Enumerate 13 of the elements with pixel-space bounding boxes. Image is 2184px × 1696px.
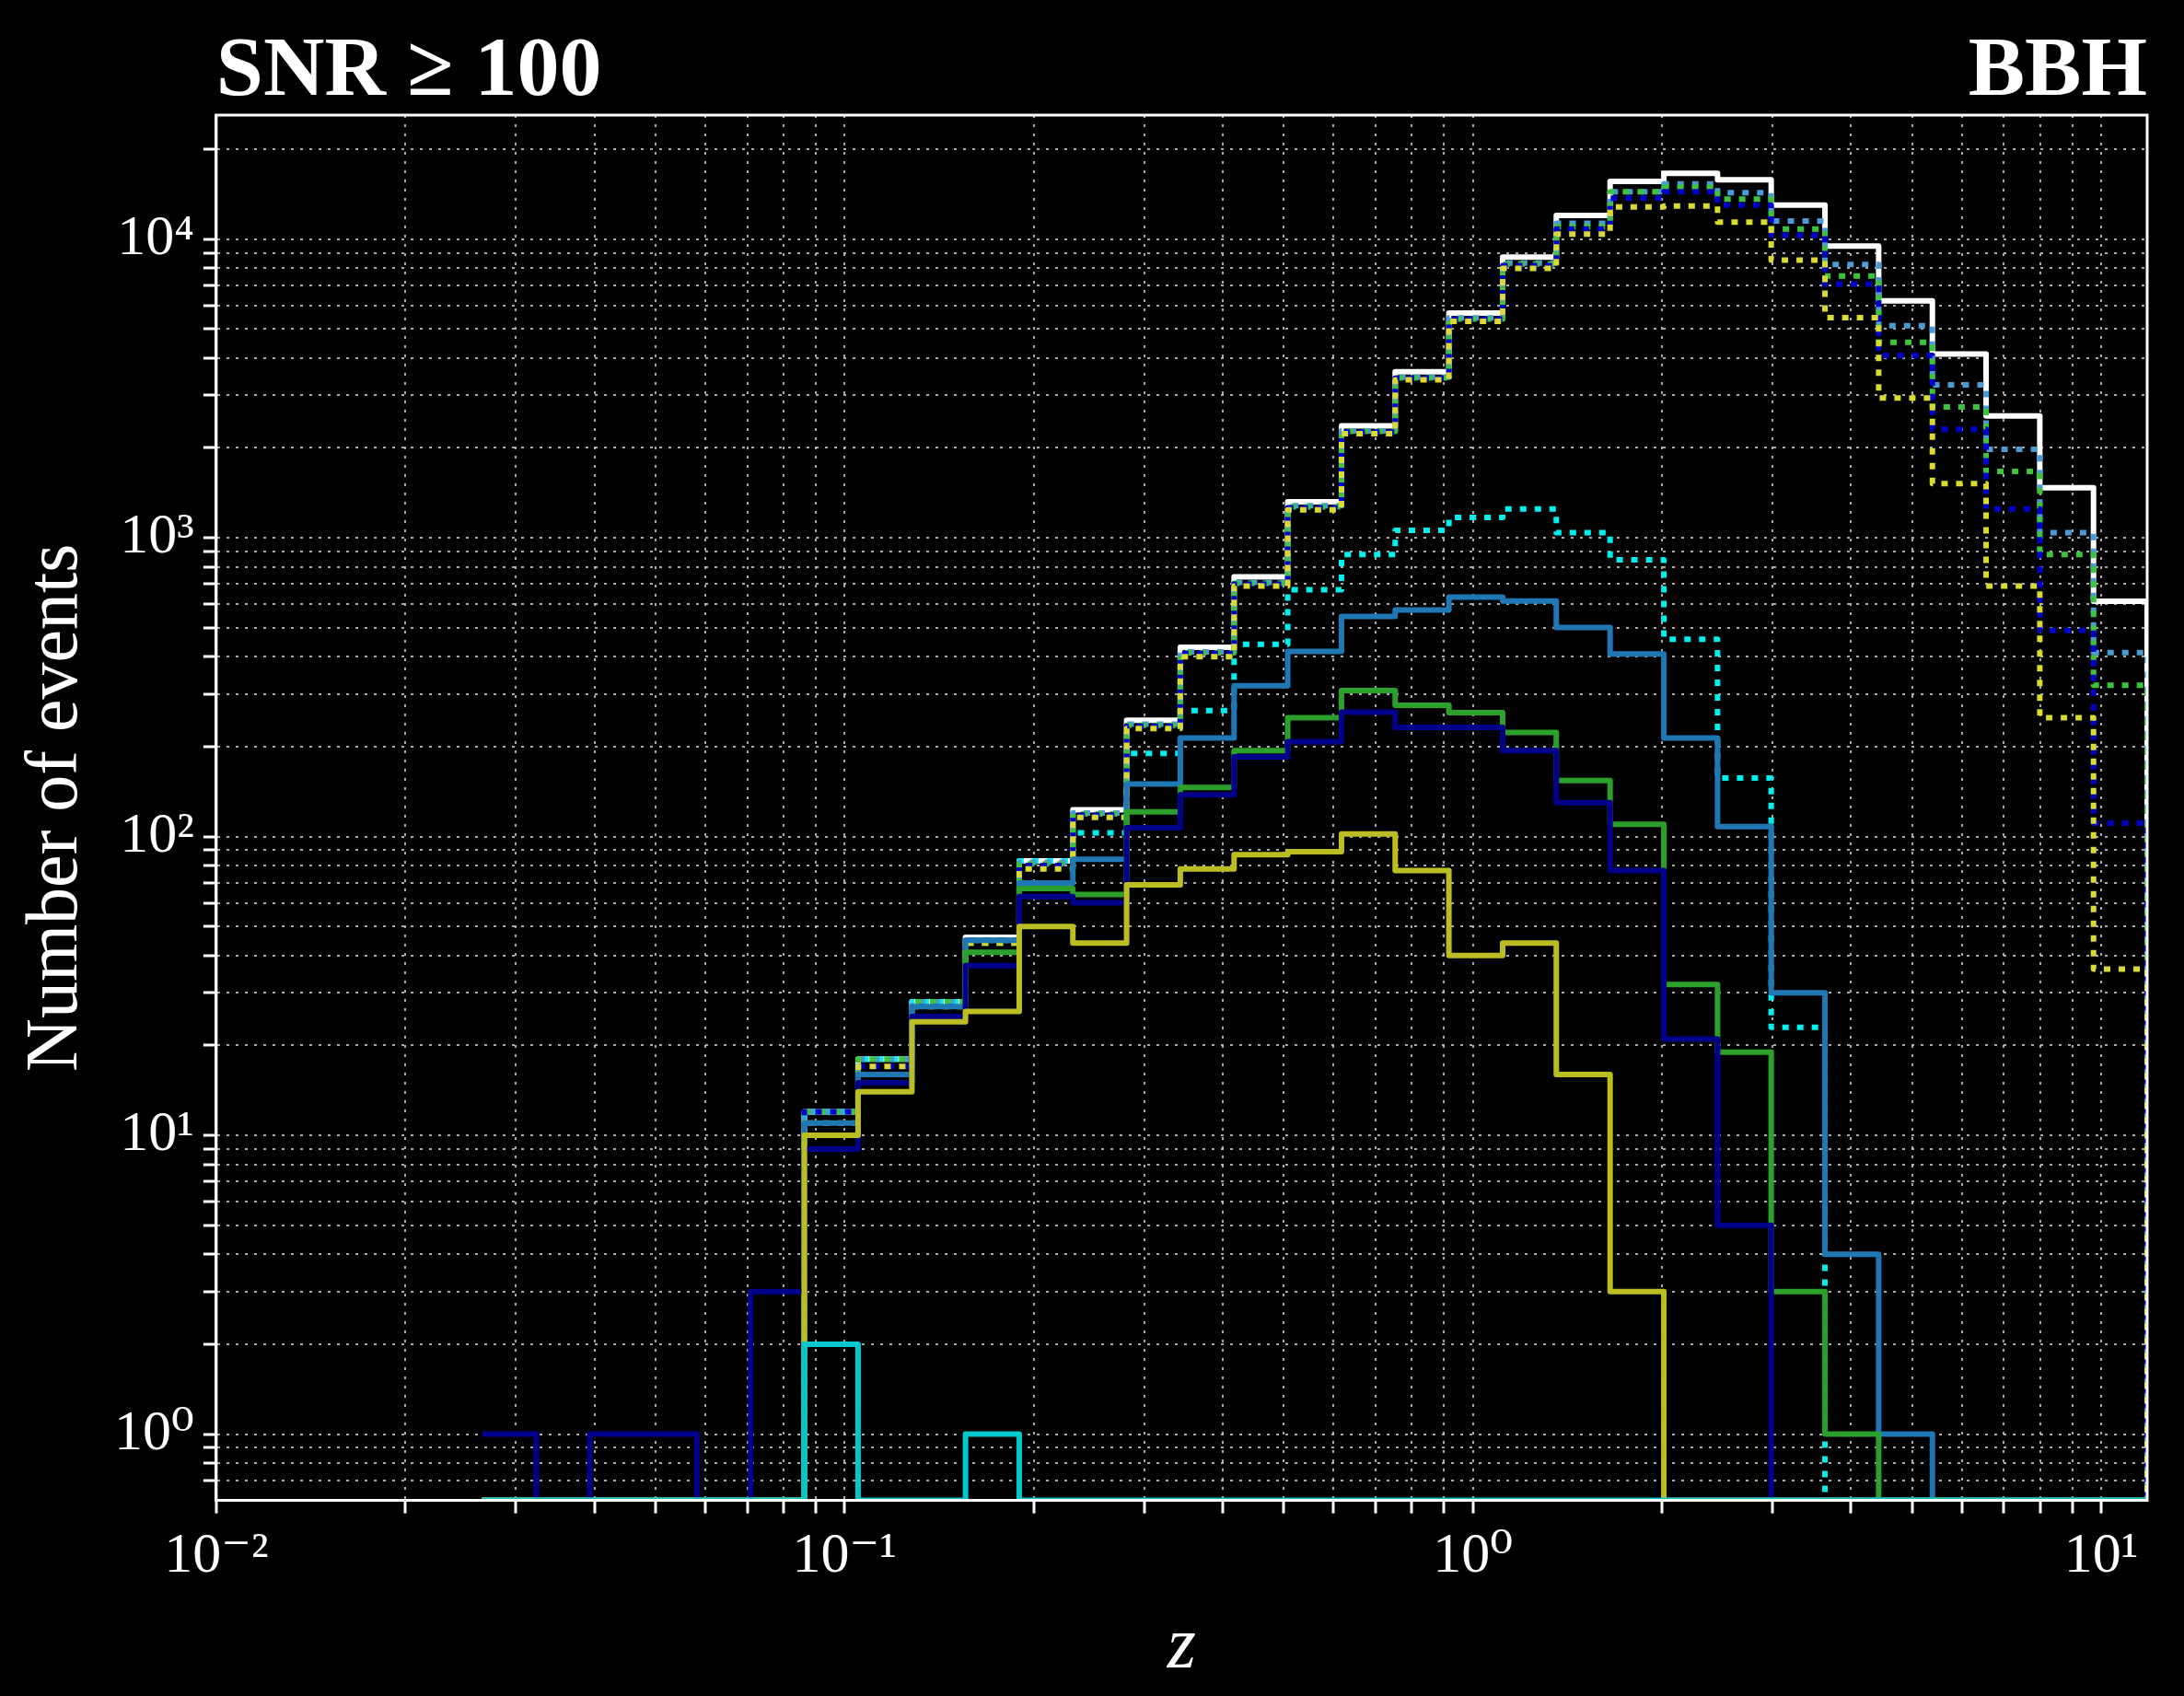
x-tick-label: 10⁰ bbox=[1433, 1521, 1514, 1585]
y-tick-label: 10⁴ bbox=[117, 203, 194, 266]
y-tick-label: 10³ bbox=[120, 502, 194, 565]
y-axis-title: Number of events bbox=[11, 543, 93, 1072]
chart-title: SNR ≥ 100 bbox=[215, 19, 602, 113]
y-tick-label: 10² bbox=[120, 800, 194, 864]
x-axis-title: z bbox=[1166, 1602, 1196, 1684]
x-tick-label: 10⁻² bbox=[164, 1521, 269, 1585]
x-tick-label: 10¹ bbox=[2063, 1521, 2139, 1585]
y-tick-label: 10¹ bbox=[120, 1099, 194, 1163]
y-tick-label: 10⁰ bbox=[114, 1398, 194, 1461]
x-tick-label: 10⁻¹ bbox=[792, 1521, 897, 1585]
text: BBH bbox=[1968, 19, 2147, 113]
